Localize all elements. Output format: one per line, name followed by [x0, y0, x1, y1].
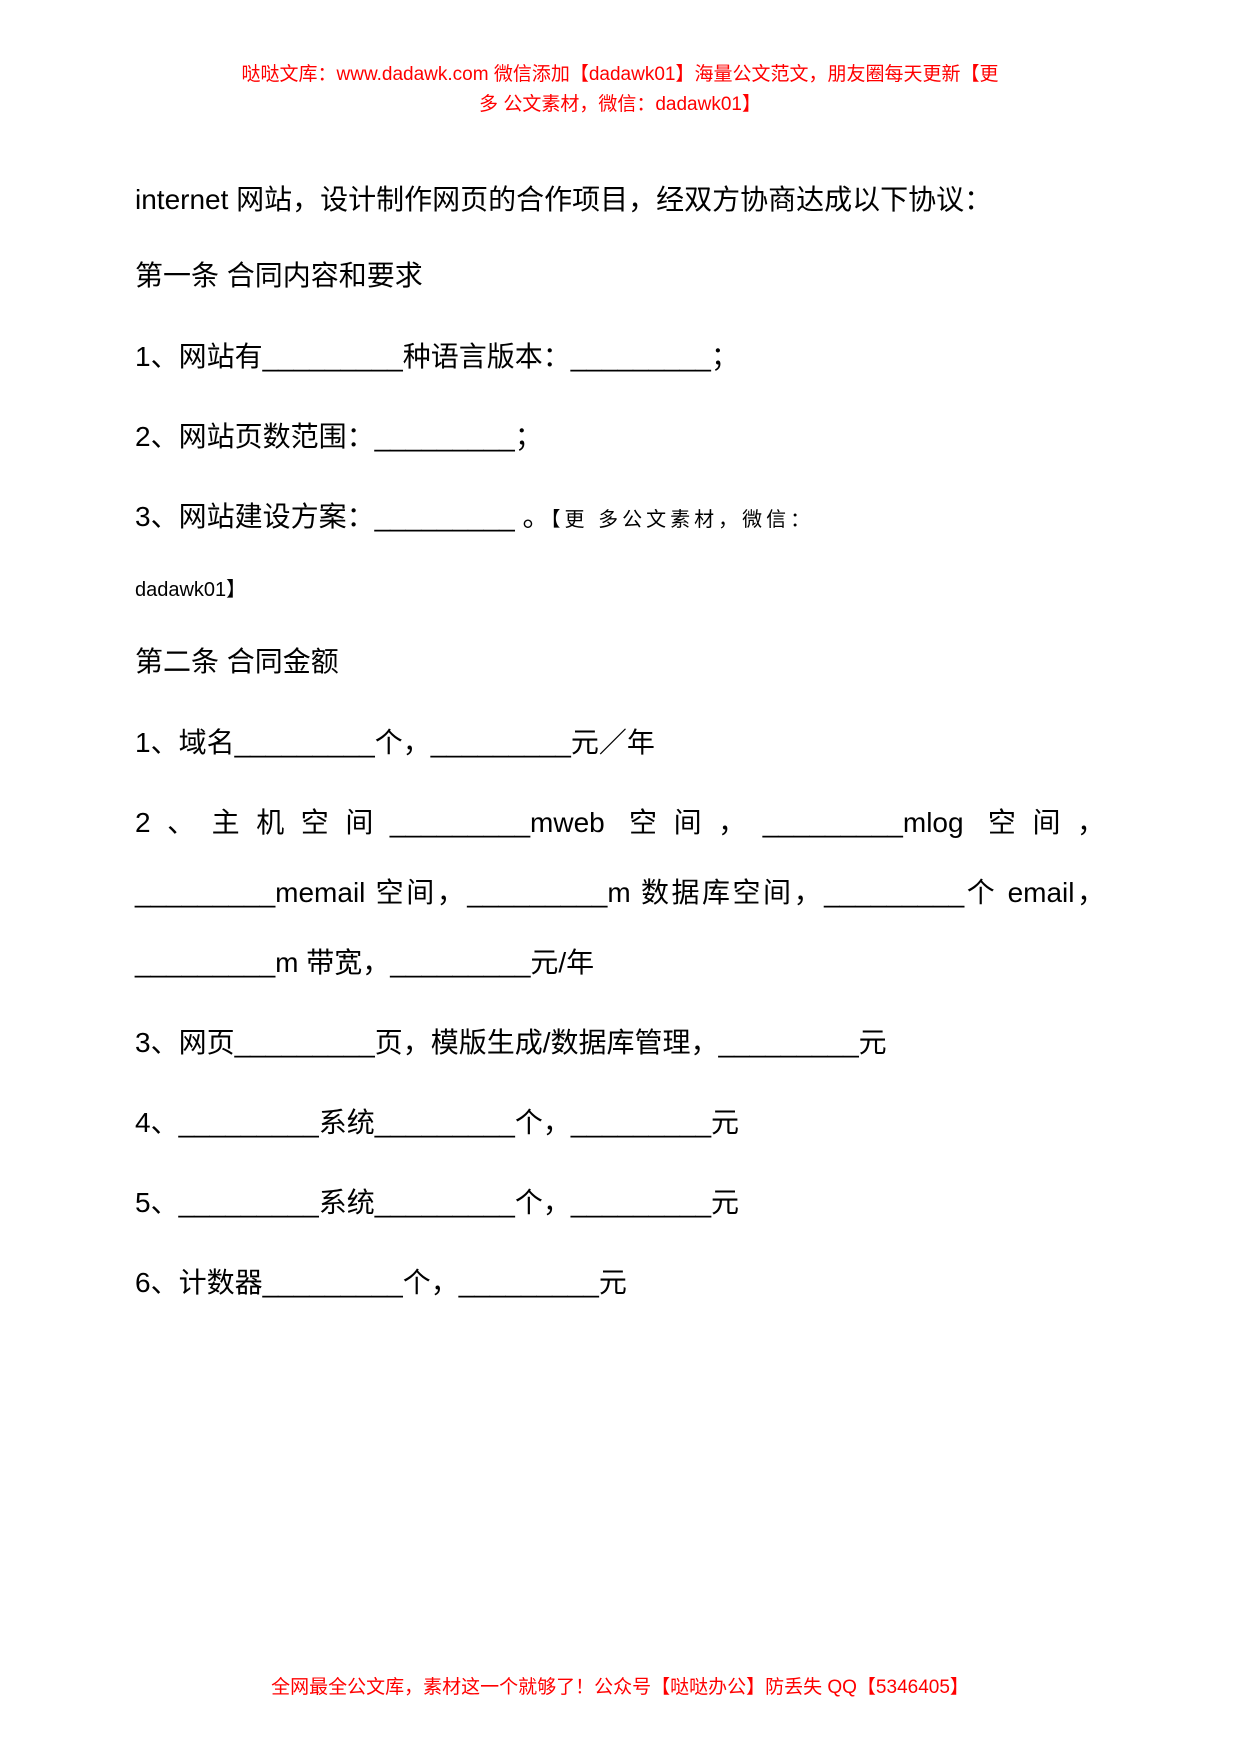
section1-item3-note-a: 【更 多公文素材，微信：	[551, 509, 815, 531]
section2-item6: 6、计数器_________个，_________元	[135, 1248, 1105, 1318]
section1-item3-main: 3、网站建设方案：_________ 。	[135, 501, 551, 532]
header-line1: 哒哒文库：www.dadawk.com 微信添加【dadawk01】海量公文范文…	[242, 64, 999, 85]
header-line2: 多 公文素材，微信：dadawk01】	[479, 94, 761, 115]
section1-item2: 2、网站页数范围：_________；	[135, 402, 1105, 472]
footer-note: 全网最全公文库，素材这一个就够了！公众号【哒哒办公】防丢失 QQ【5346405…	[0, 1672, 1240, 1699]
section1-heading: 第一条 合同内容和要求	[135, 248, 1105, 304]
section2-item1: 1、域名_________个，_________元／年	[135, 708, 1105, 778]
section2-item5: 5、_________系统_________个，_________元	[135, 1168, 1105, 1238]
header-note: 哒哒文库：www.dadawk.com 微信添加【dadawk01】海量公文范文…	[135, 60, 1105, 121]
section1-item3: 3、网站建设方案：_________ 。【更 多公文素材，微信： dadawk01…	[135, 482, 1105, 622]
section1-item1: 1、网站有_________种语言版本：_________；	[135, 322, 1105, 392]
section2-heading: 第二条 合同金额	[135, 634, 1105, 690]
section2-item2: 2、主机空间_________mweb 空间，_________mlog 空间，…	[135, 788, 1105, 998]
section1-item3-note-b: dadawk01】	[135, 579, 246, 601]
section2-item4: 4、_________系统_________个，_________元	[135, 1088, 1105, 1158]
intro-paragraph: internet 网站，设计制作网页的合作项目，经双方协商达成以下协议：	[135, 171, 1105, 230]
section2-item3: 3、网页_________页，模版生成/数据库管理，_________元	[135, 1008, 1105, 1078]
